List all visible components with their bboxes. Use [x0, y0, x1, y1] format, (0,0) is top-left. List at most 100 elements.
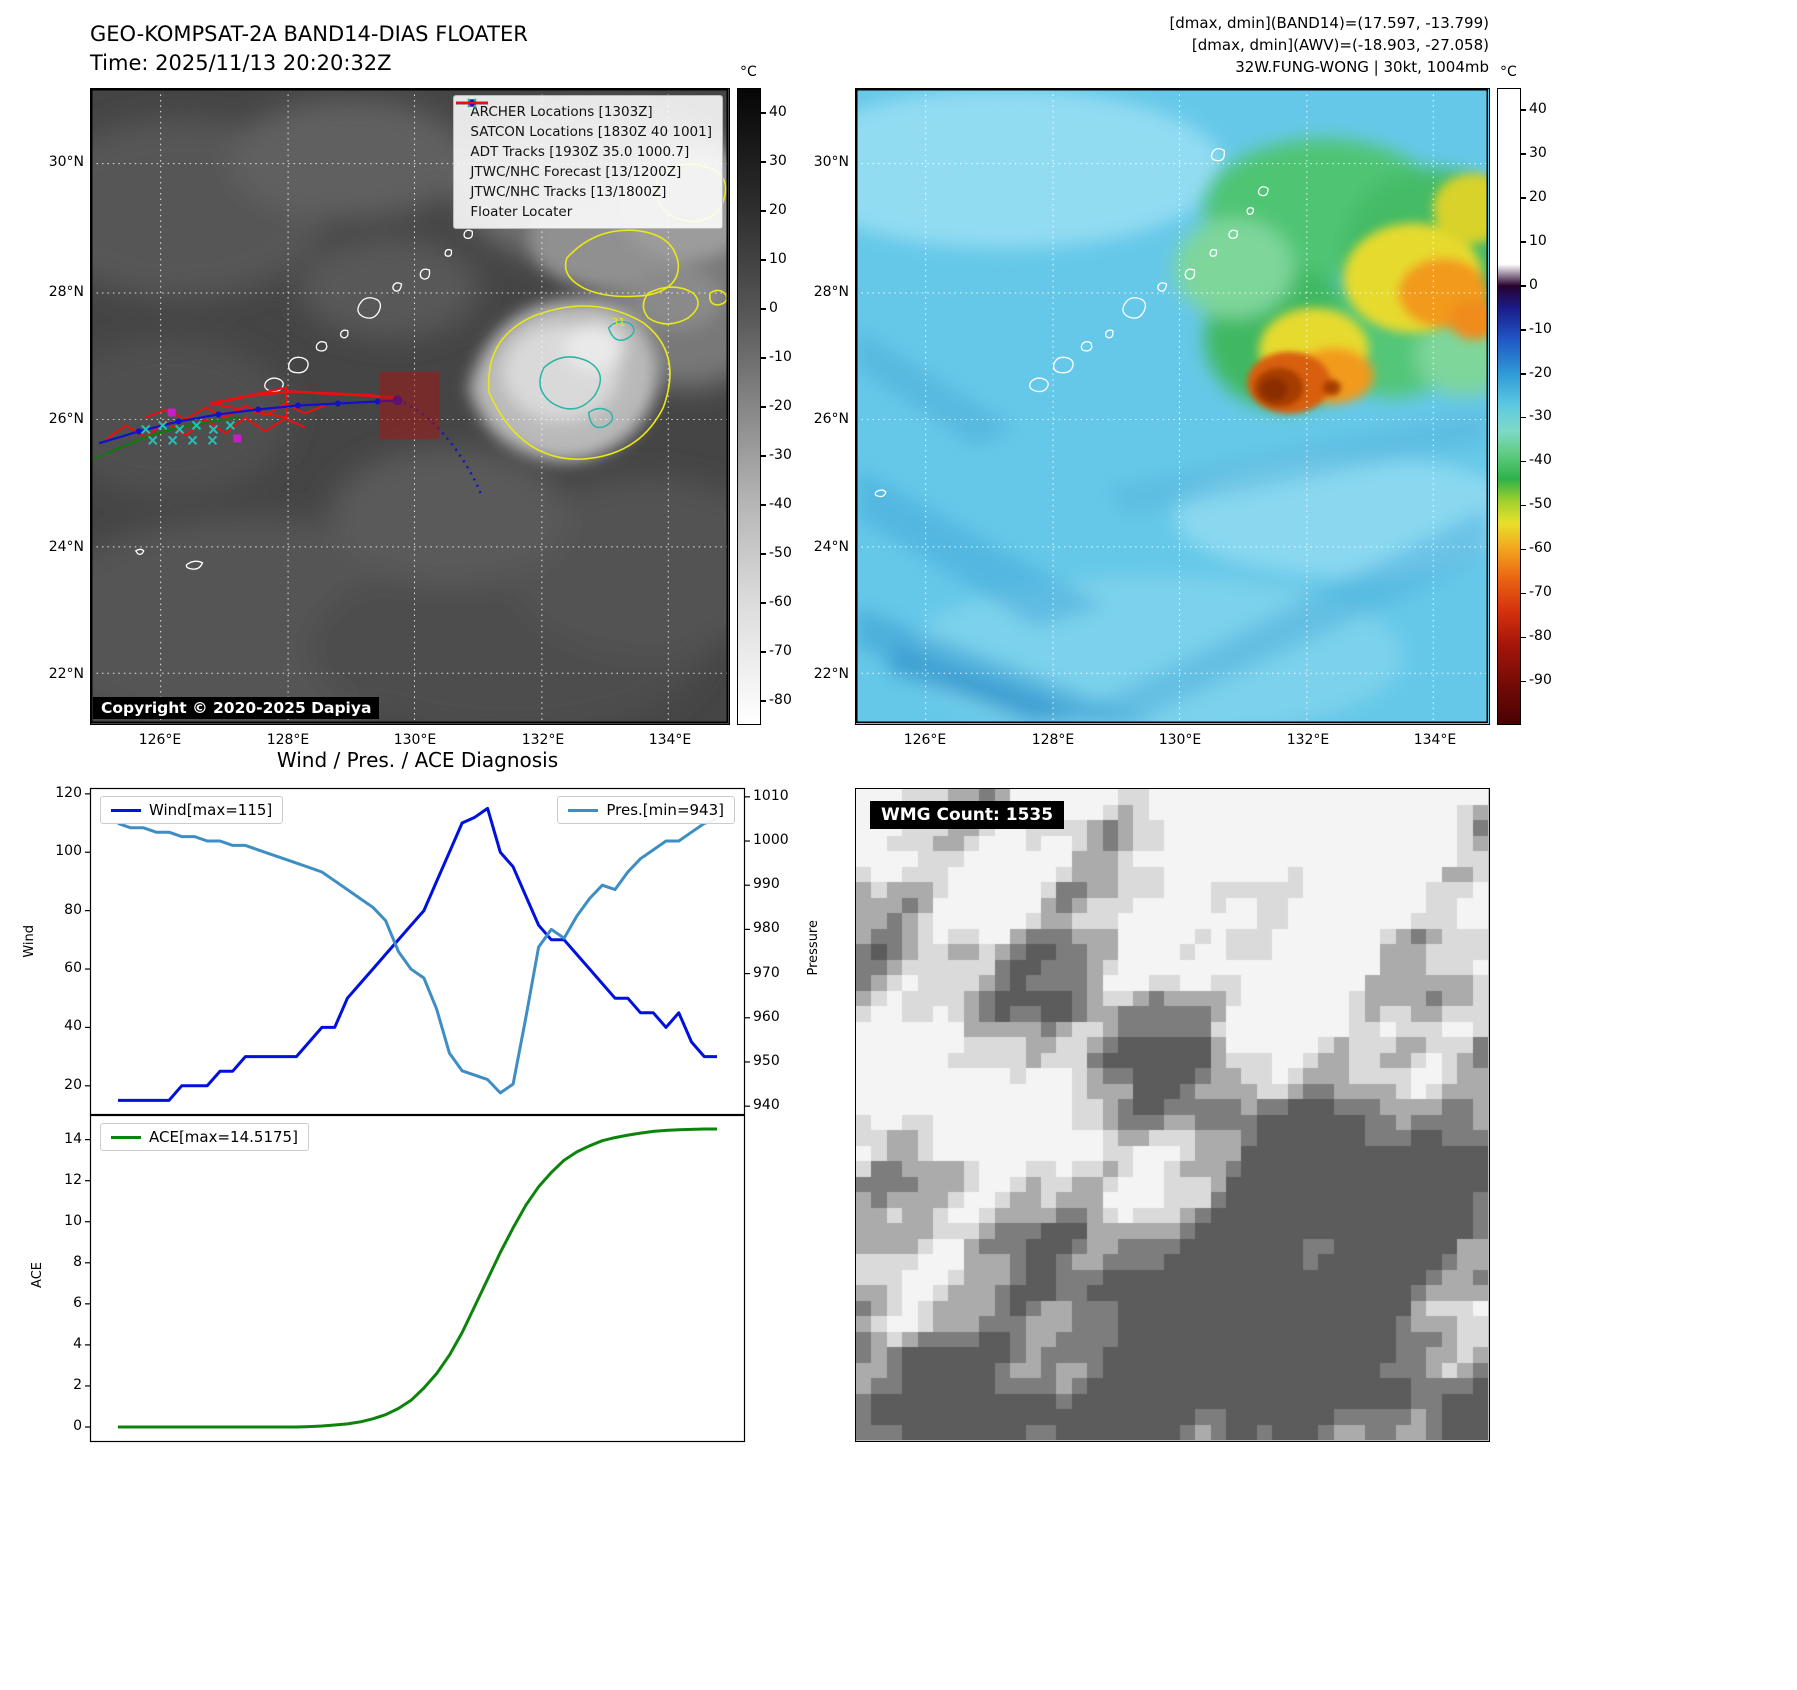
- awv-lon-tick-label: 130°E: [1158, 732, 1202, 748]
- band14-colorbar-tickmark: [761, 308, 766, 310]
- wind-pressure-plot: [85, 787, 750, 1116]
- awv-colorbar-tick-label: 20: [1529, 188, 1547, 205]
- wmg-panel: WMG Count: 1535: [855, 788, 1490, 1442]
- pressure-tick-label: 1000: [753, 832, 789, 849]
- band14-colorbar-tick-label: -60: [769, 593, 792, 610]
- awv-colorbar-tick-label: -70: [1529, 584, 1552, 601]
- pres-line: [117, 817, 718, 1095]
- diagnosis-title: Wind / Pres. / ACE Diagnosis: [276, 748, 559, 772]
- band14-colorbar-tick-label: -20: [769, 397, 792, 414]
- band14-colorbar-tickmark: [761, 651, 766, 653]
- legend-item: ARCHER Locations [1303Z]: [462, 99, 712, 122]
- band14-colorbar-tick-label: -30: [769, 446, 792, 463]
- band14-colorbar-tickmark: [761, 357, 766, 359]
- archer-markers: [167, 408, 242, 443]
- band14-lon-tick-label: 130°E: [393, 732, 437, 748]
- legend-item-label: JTWC/NHC Forecast [13/1200Z]: [470, 164, 682, 180]
- band14-colorbar-tick-label: -80: [769, 691, 792, 708]
- legend-item-label: SATCON Locations [1830Z 40 1001]: [470, 124, 712, 140]
- awv-colorbar-tick-label: -50: [1529, 496, 1552, 513]
- band14-colorbar-tickmark: [761, 161, 766, 163]
- wind-line-sample: [111, 808, 141, 812]
- band14-colorbar-tickmark: [761, 259, 766, 261]
- awv-colorbar-tick-label: -90: [1529, 672, 1552, 689]
- wind-legend-label: Wind[max=115]: [149, 801, 273, 819]
- band14-colorbar-tickmark: [761, 700, 766, 702]
- wind-axis-label: Wind: [22, 925, 37, 958]
- awv-colorbar-tick-label: 40: [1529, 100, 1547, 117]
- awv-satellite-map: [855, 88, 1490, 725]
- awv-colorbar-tick-label: -80: [1529, 628, 1552, 645]
- awv-colorbar-tick-label: -20: [1529, 364, 1552, 381]
- band14-lat-tick-label: 22°N: [48, 666, 84, 682]
- wmg-count-label: WMG Count: 1535: [870, 801, 1065, 829]
- line-legend-sample: [456, 101, 489, 105]
- ace-chart: ACE[max=14.5175]: [85, 1114, 746, 1443]
- awv-colorbar-tick-label: -40: [1529, 452, 1552, 469]
- wind-pressure-chart: Wind[max=115] Pres.[min=943]: [85, 787, 750, 1116]
- awv-colorbar-tickmark: [1521, 504, 1526, 507]
- band14-colorbar-tick-label: 0: [769, 299, 778, 316]
- band14-colorbar-tick-label: 20: [769, 201, 787, 218]
- awv-colorbar-tickmark: [1521, 592, 1526, 595]
- band14-subtitle: Time: 2025/11/13 20:20:32Z: [90, 51, 392, 75]
- legend-item-label: ADT Tracks [1930Z 35.0 1000.7]: [470, 144, 690, 160]
- ace-tick-label: 14: [64, 1130, 82, 1147]
- ace-tick-label: 2: [73, 1376, 82, 1393]
- band14-colorbar-tickmark: [761, 553, 766, 555]
- awv-colorbar-unit: °C: [1500, 64, 1517, 80]
- ace-line: [118, 1127, 717, 1429]
- wmg-pixel-image: [856, 789, 1488, 1440]
- pressure-axis-label: Pressure: [806, 920, 821, 976]
- awv-colorbar-tick-label: -30: [1529, 408, 1552, 425]
- wind-tick-label: 20: [64, 1076, 82, 1093]
- storm-blob: [1174, 138, 1488, 414]
- ace-tick-label: 4: [73, 1335, 82, 1352]
- awv-colorbar-tickmark: [1521, 460, 1526, 463]
- awv-colorbar-tickmark: [1521, 109, 1526, 111]
- ace-legend: ACE[max=14.5175]: [100, 1123, 309, 1151]
- wind-tick-label: 120: [55, 784, 82, 801]
- copyright-label: Copyright © 2020-2025 Dapiya: [93, 697, 380, 719]
- pressure-tick-label: 980: [753, 920, 780, 937]
- ace-line-sample: [111, 1135, 141, 1139]
- legend-item: JTWC/NHC Forecast [13/1200Z]: [456, 101, 712, 182]
- awv-header-line2: [dmax, dmin](AWV)=(-18.903, -27.058): [1191, 36, 1489, 54]
- awv-lat-tick-label: 30°N: [813, 154, 849, 170]
- pressure-tick-label: 960: [753, 1008, 780, 1025]
- band14-lon-tick-label: 128°E: [266, 732, 310, 748]
- band14-colorbar-unit: °C: [740, 64, 757, 80]
- band14-colorbar-tickmark: [761, 602, 766, 604]
- coastlines: [874, 148, 1269, 498]
- wind-tick-label: 100: [55, 843, 82, 860]
- awv-lon-tick-label: 132°E: [1286, 732, 1330, 748]
- pres-line-sample: [568, 808, 599, 812]
- awv-colorbar-tickmark: [1521, 241, 1526, 243]
- awv-lat-tick-label: 22°N: [813, 666, 849, 682]
- pressure-tick-label: 1010: [753, 787, 789, 804]
- awv-colorbar-tickmark: [1521, 636, 1526, 639]
- awv-colorbar-tickmark: [1521, 197, 1526, 199]
- band14-colorbar-tick-label: 10: [769, 250, 787, 267]
- adt-track-green: [92, 416, 241, 461]
- band14-colorbar-tick-label: -40: [769, 495, 792, 512]
- wind-line: [118, 806, 717, 1102]
- awv-header-line1: [dmax, dmin](BAND14)=(17.597, -13.799): [1169, 14, 1489, 32]
- awv-colorbar-tickmark: [1521, 329, 1526, 331]
- legend-item: ADT Tracks [1930Z 35.0 1000.7]: [456, 101, 712, 162]
- awv-colorbar-tick-label: 30: [1529, 144, 1547, 161]
- awv-colorbar-tick-label: 0: [1529, 276, 1538, 293]
- awv-colorbar-tick-label: -60: [1529, 540, 1552, 557]
- band14-lat-tick-label: 26°N: [48, 411, 84, 427]
- grid-lines: [856, 89, 1488, 723]
- band14-lat-tick-label: 30°N: [48, 154, 84, 170]
- awv-lon-tick-label: 134°E: [1413, 732, 1457, 748]
- band14-colorbar-tick-label: 40: [769, 103, 787, 120]
- awv-colorbar-tickmark: [1521, 680, 1526, 683]
- awv-colorbar-tick-label: 10: [1529, 232, 1547, 249]
- awv-colorbar-tick-label: -10: [1529, 320, 1552, 337]
- band14-lat-tick-label: 28°N: [48, 284, 84, 300]
- floater-target-box: [379, 371, 440, 440]
- legend-item-label: ARCHER Locations [1303Z]: [470, 104, 653, 120]
